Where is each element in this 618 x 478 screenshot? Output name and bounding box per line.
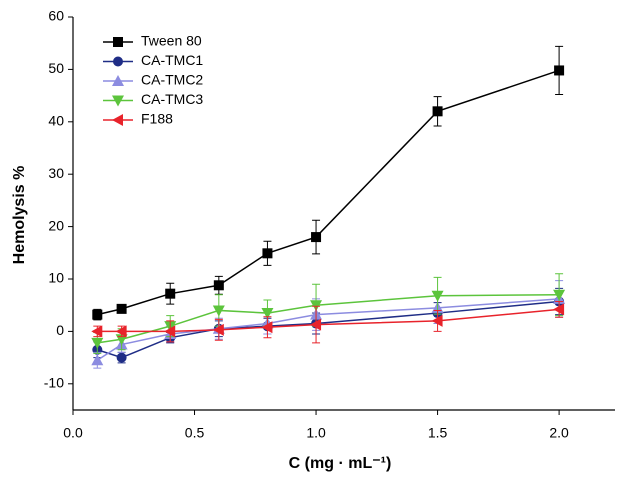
legend-marker: [113, 56, 123, 67]
data-point: [431, 314, 443, 327]
series-line: [96, 298, 560, 361]
data-point: [212, 323, 224, 336]
series-line: [97, 300, 560, 359]
data-point: [553, 303, 565, 316]
data-point: [116, 303, 127, 314]
x-tick-label: 2.0: [549, 425, 569, 441]
x-axis-label: C (mg · mL⁻¹): [289, 455, 392, 472]
data-point: [213, 280, 224, 291]
legend-label: F188: [141, 111, 173, 127]
data-point: [165, 288, 176, 299]
x-tick-label: 0.5: [185, 425, 205, 441]
data-point: [116, 352, 127, 363]
data-point: [431, 290, 444, 302]
y-tick-label: 10: [48, 270, 64, 286]
legend-label: CA-TMC3: [141, 91, 203, 107]
y-tick-label: 30: [48, 165, 64, 181]
legend-marker: [112, 114, 123, 126]
data-point: [310, 318, 322, 331]
y-tick-label: 20: [48, 217, 64, 233]
data-point: [212, 305, 225, 317]
data-point: [262, 248, 273, 259]
y-tick-label: -10: [44, 375, 64, 391]
y-tick-label: 50: [48, 60, 64, 76]
legend-label: CA-TMC1: [141, 52, 203, 68]
y-axis-label: Hemolysis %: [11, 166, 28, 265]
data-point: [91, 337, 104, 349]
data-point: [554, 65, 565, 76]
legend-marker: [113, 37, 123, 47]
x-tick-label: 1.5: [428, 425, 448, 441]
series-line: [97, 308, 560, 333]
y-tick-label: 60: [48, 8, 64, 24]
y-tick-label: 40: [48, 113, 64, 129]
data-point: [261, 321, 273, 334]
data-point: [311, 232, 322, 243]
series-line: [97, 69, 560, 316]
x-tick-label: 1.0: [306, 425, 326, 441]
x-tick-label: 0.0: [63, 425, 83, 441]
legend-label: CA-TMC2: [141, 72, 203, 88]
data-point: [91, 325, 103, 338]
data-point: [164, 325, 176, 338]
data-point: [92, 309, 103, 320]
data-point: [310, 300, 323, 312]
legend-marker: [112, 95, 124, 107]
data-point: [553, 289, 566, 301]
data-point: [91, 354, 104, 366]
series-line: [97, 293, 560, 344]
data-point: [432, 106, 443, 117]
y-tick-label: 0: [56, 322, 64, 338]
data-point: [261, 308, 274, 320]
data-point: [115, 325, 127, 338]
legend-label: Tween 80: [141, 33, 202, 49]
legend-marker: [112, 75, 124, 86]
